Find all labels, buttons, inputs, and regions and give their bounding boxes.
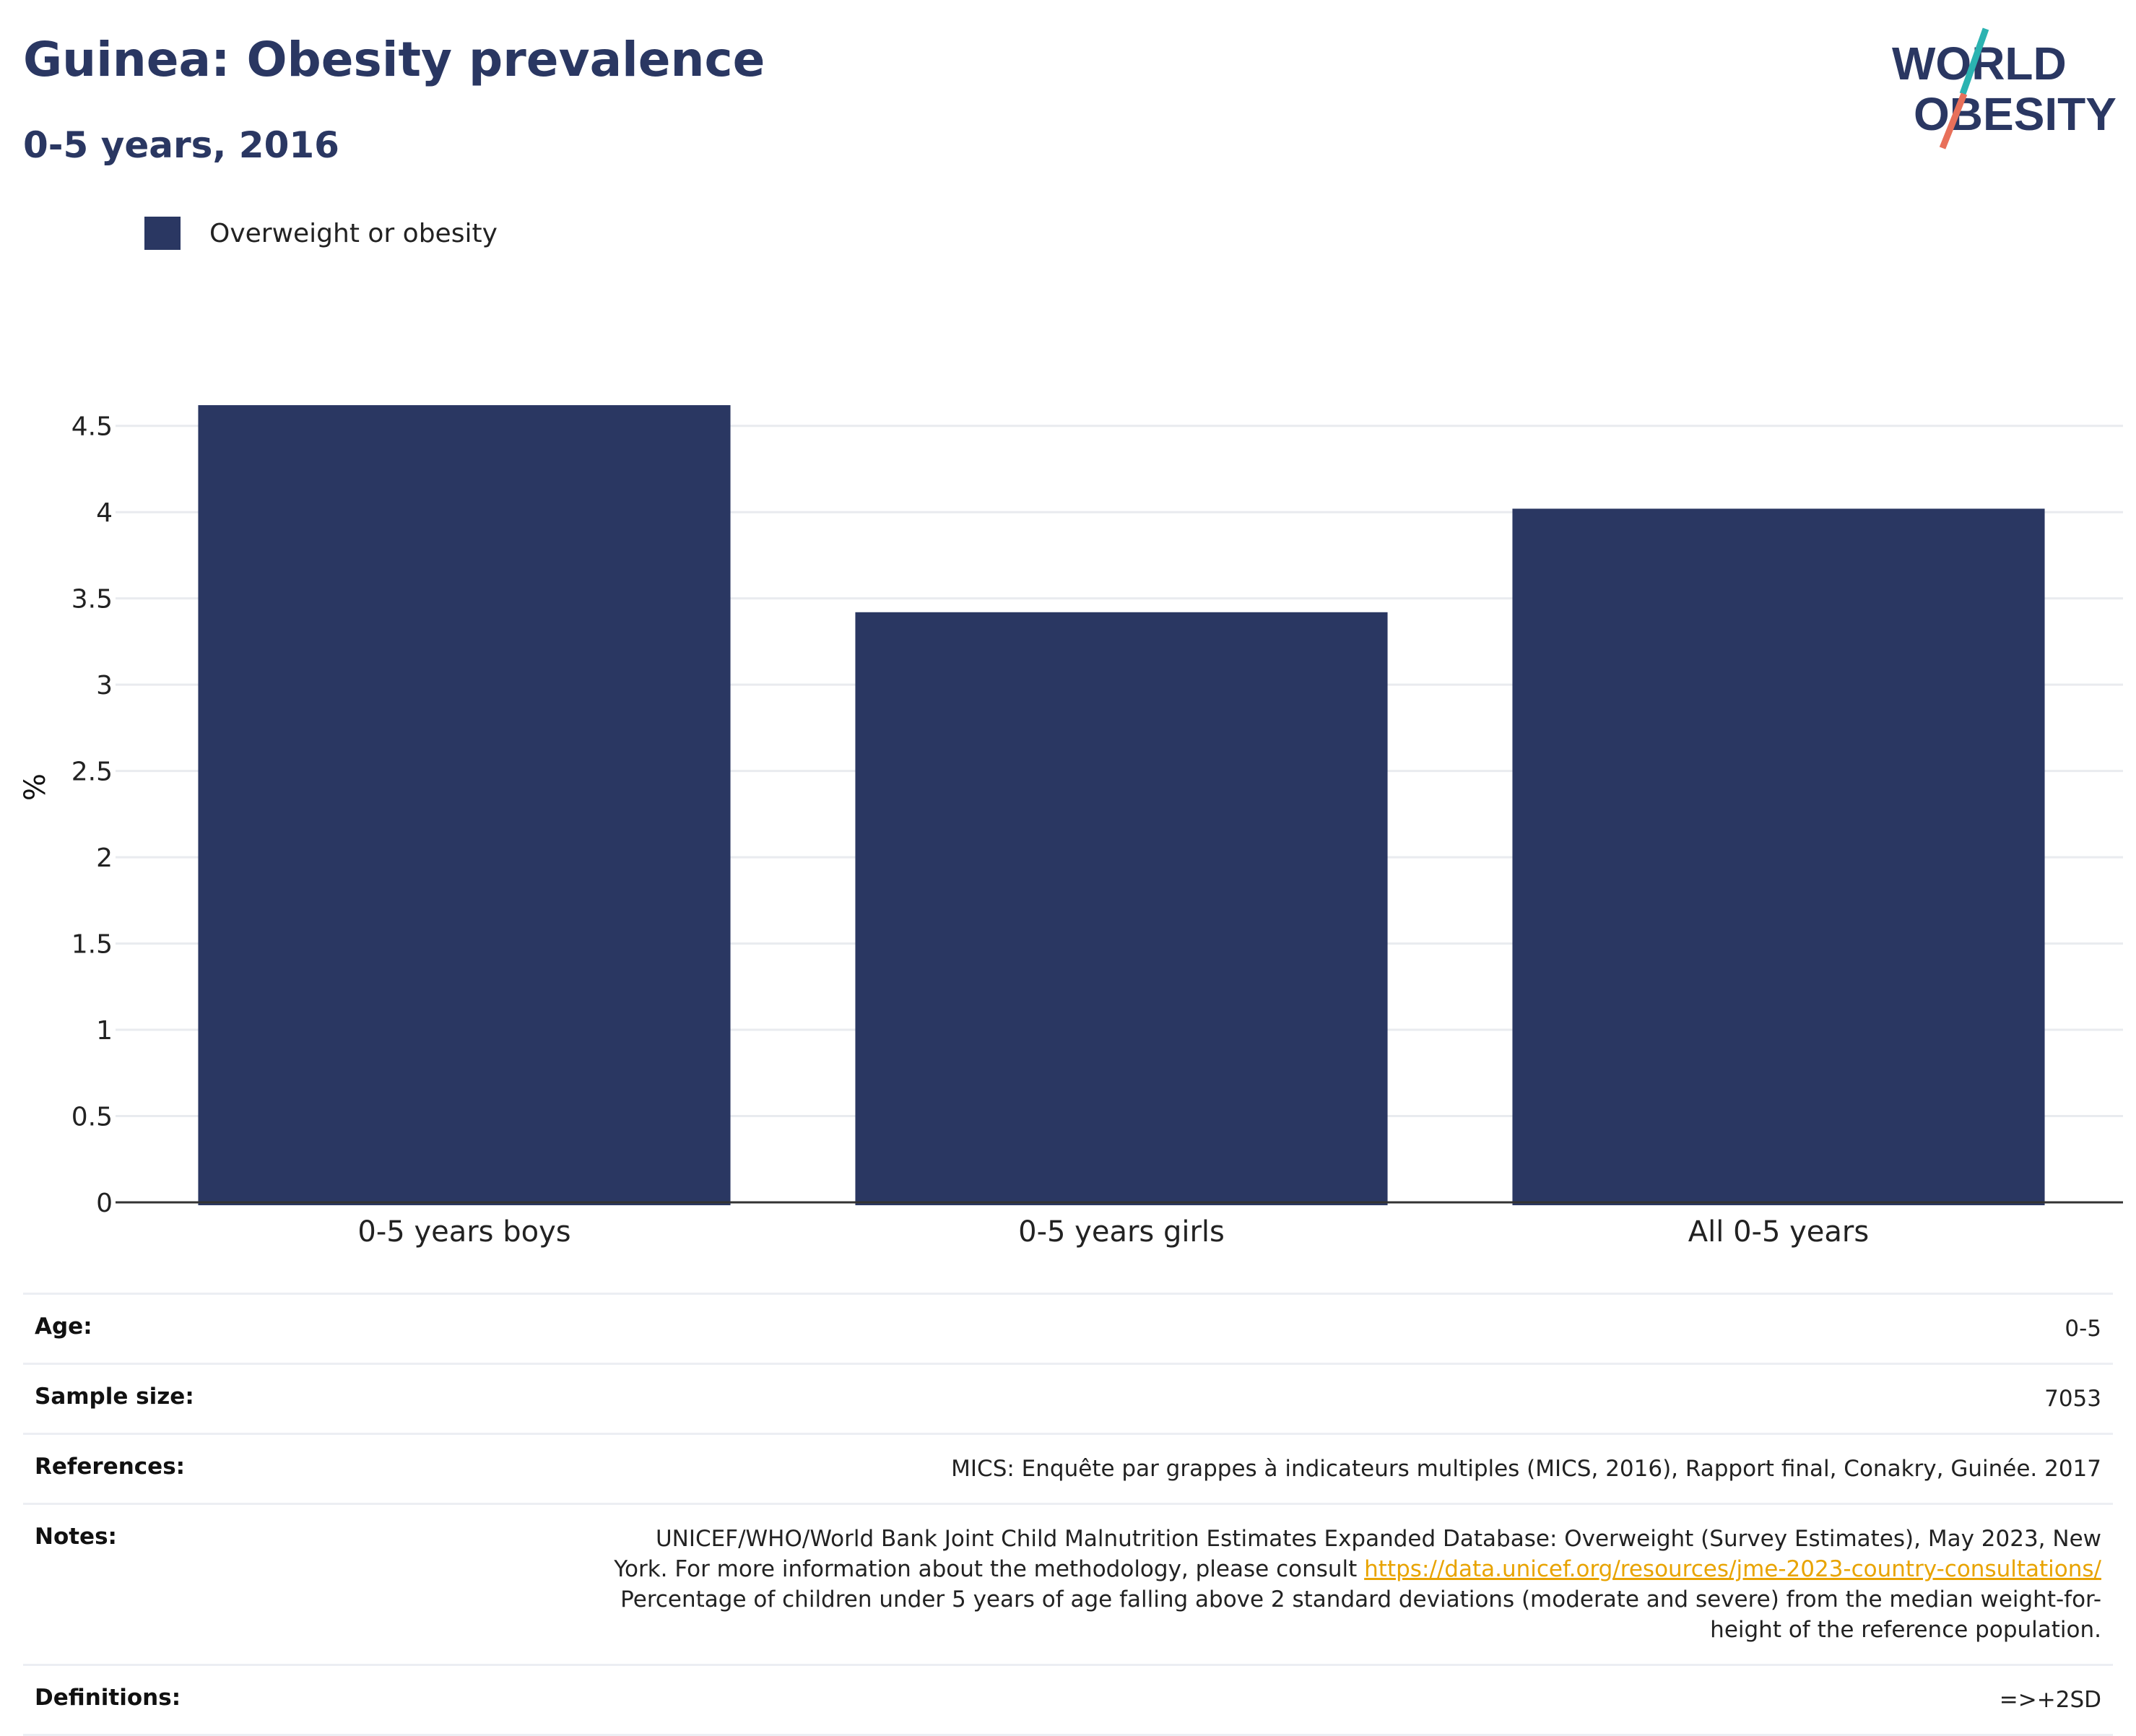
bar-1[interactable] [198, 405, 731, 1205]
meta-definitions-value: =>+2SD [1999, 1687, 2101, 1713]
y-tick-label: 3 [96, 671, 113, 700]
y-tick-label: 3.5 [71, 585, 113, 615]
x-tick-label: All 0-5 years [1688, 1215, 1869, 1249]
y-tick-label: 2.5 [71, 758, 113, 787]
meta-notes-value: UNICEF/WHO/World Bank Joint Child Malnut… [614, 1524, 2101, 1645]
y-tick-label: 0 [96, 1189, 113, 1218]
bar-3[interactable] [1512, 508, 2045, 1205]
logo-slash-coral [1939, 92, 1968, 149]
chart-legend[interactable]: Overweight or obesity [144, 217, 498, 250]
legend-label: Overweight or obesity [209, 218, 498, 248]
logo-slash-teal [1959, 27, 1989, 95]
meta-notes-label: Notes: [35, 1524, 117, 1550]
y-tick-label: 0.5 [71, 1103, 113, 1132]
meta-references-label: References: [35, 1454, 186, 1480]
notes-line-4: height of the reference population. [1710, 1617, 2101, 1643]
meta-sample-label: Sample size: [35, 1384, 194, 1410]
x-tick-labels: 0-5 years boys 0-5 years girls All 0-5 yea… [357, 1215, 1869, 1249]
bar-2[interactable] [855, 612, 1388, 1205]
chart-title: Guinea: Obesity prevalence [23, 32, 765, 87]
notes-line-2: York. For more information about the met… [614, 1556, 1365, 1582]
y-tick-label: 1 [96, 1016, 113, 1046]
y-tick-label: 1.5 [71, 930, 113, 960]
chart-subtitle: 0-5 years, 2016 [23, 124, 339, 166]
meta-age-label: Age: [35, 1314, 92, 1340]
y-tick-label: 2 [96, 843, 113, 873]
bars [198, 405, 2045, 1205]
meta-row-notes: Notes: UNICEF/WHO/World Bank Joint Child… [23, 1503, 2113, 1664]
x-tick-label: 0-5 years boys [357, 1215, 570, 1249]
bar-chart: 00.511.522.533.544.5 0-5 years boys 0-5 y… [19, 405, 2123, 1249]
y-tick-labels: 0 0.5 1 1.5 2 2.5 3 3.5 4 4.5 [71, 412, 113, 1218]
world-obesity-logo: WORLD OBESITY [1892, 27, 2117, 149]
legend-swatch [144, 217, 181, 250]
notes-line-1: UNICEF/WHO/World Bank Joint Child Malnut… [655, 1526, 2101, 1552]
meta-row-definitions: Definitions: =>+2SD [23, 1664, 2113, 1736]
y-tick-label: 4 [96, 498, 113, 528]
meta-row-references: References: MICS: Enquête par grappes à … [23, 1433, 2113, 1503]
meta-references-value: MICS: Enquête par grappes à indicateurs … [951, 1456, 2101, 1482]
meta-row-age: Age: 0-5 [23, 1293, 2113, 1363]
meta-row-sample-size: Sample size: 7053 [23, 1363, 2113, 1433]
y-axis-label: % [19, 773, 52, 801]
meta-age-value: 0-5 [2065, 1316, 2101, 1342]
metadata-table: Age: 0-5 Sample size: 7053 References: M… [23, 1293, 2113, 1736]
y-tick-label: 4.5 [71, 412, 113, 442]
meta-definitions-label: Definitions: [35, 1685, 181, 1711]
x-tick-label: 0-5 years girls [1018, 1215, 1225, 1249]
meta-sample-value: 7053 [2044, 1386, 2101, 1412]
notes-methodology-link[interactable]: https://data.unicef.org/resources/jme-20… [1364, 1556, 2101, 1582]
notes-line-3: Percentage of children under 5 years of … [620, 1587, 2101, 1613]
